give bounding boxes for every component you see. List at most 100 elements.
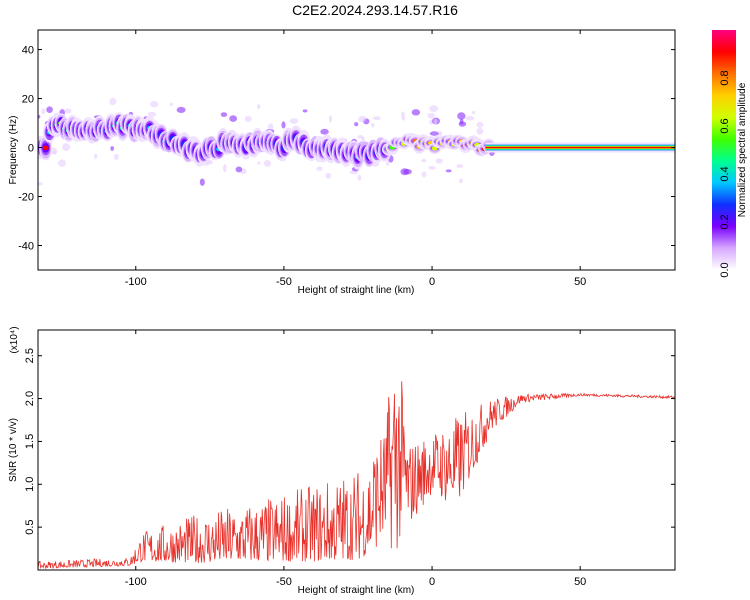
spectrogram-speckle [386, 161, 390, 166]
spectrogram-speckle [371, 122, 375, 128]
spectrogram-ylabel: Frequency (Hz) [8, 116, 19, 185]
spectrogram-speckle [403, 168, 412, 175]
spectrogram-speckle [220, 112, 228, 117]
spectrogram-speckle [433, 118, 438, 125]
snr-ticks: -100 -50 0 50 0.5 1.0 1.5 2.0 2.5 [24, 330, 675, 588]
x-tick-label: 0 [429, 276, 435, 288]
spectrogram-speckle [429, 105, 438, 113]
spectrogram-speckle [357, 174, 362, 181]
spectrogram-peak [42, 145, 49, 151]
snr-series-line [38, 381, 675, 570]
colorbar: 0.0 0.2 0.4 0.6 0.8 Normalized spectral ampl… [712, 30, 748, 278]
y-tick-label: 20 [22, 94, 34, 106]
spectrogram-speckle [435, 158, 443, 164]
spectrogram-speckle [428, 165, 436, 170]
x-tick-label: -50 [276, 576, 292, 588]
y-tick-label: -40 [18, 241, 34, 253]
spectrogram-speckle [471, 110, 476, 115]
spectrogram-speckle [41, 108, 46, 115]
spectrogram-speckle [235, 166, 243, 173]
colorbar-tick-label: 0.2 [719, 214, 731, 229]
spectrogram-speckle [169, 102, 174, 107]
spectrogram-ticks: -100 -50 0 50 -40 -20 0 20 40 [18, 30, 675, 288]
spectrogram-speckle [110, 146, 115, 151]
y-tick-label: 2.0 [24, 391, 36, 406]
spectrogram-speckle [320, 128, 329, 135]
colorbar-tick-label: 0.6 [719, 118, 731, 133]
spectrogram-speckle [457, 112, 466, 120]
x-tick-label: 50 [574, 576, 586, 588]
spectrogram-speckle [113, 153, 119, 161]
colorbar-label: Normalized spectral amplitude [737, 82, 748, 217]
spectrogram-speckle [456, 164, 464, 168]
spectrogram-band [485, 146, 675, 149]
spectrogram-speckle [316, 166, 323, 171]
spectrogram-speckle [46, 106, 53, 113]
spectrogram-speckle [358, 115, 367, 123]
spectrogram-speckle [465, 116, 475, 121]
spectrogram-speckle [354, 122, 359, 127]
spectrogram-speckle [476, 127, 484, 135]
spectrogram-speckle [256, 104, 261, 110]
spectrogram-speckle [223, 164, 227, 173]
spectrogram-speckle [150, 101, 159, 108]
y-tick-label: 40 [22, 45, 34, 57]
spectrogram-speckle [281, 121, 286, 129]
x-tick-label: -100 [125, 576, 147, 588]
spectrogram-speckle [38, 114, 41, 119]
spectrogram-speckle [199, 178, 205, 186]
spectrogram-speckle [268, 123, 274, 131]
snr-ylabel: SNR (10 * v/v) [8, 418, 19, 482]
spectrogram-speckle [94, 153, 98, 160]
spectrogram-speckle [328, 115, 333, 123]
spectrogram-speckle [257, 161, 261, 165]
colorbar-gradient [712, 30, 736, 270]
chart-title: C2E2.2024.293.14.57.R16 [292, 2, 458, 18]
spectrogram-speckle [373, 116, 381, 121]
y-tick-label: -20 [18, 192, 34, 204]
spectrogram-panel: -100 -50 0 50 -40 -20 0 20 40 Height of straight… [8, 29, 676, 296]
spectrogram-speckle [427, 112, 435, 119]
spectrogram-speckle [411, 109, 421, 116]
spectrogram-speckle [176, 106, 186, 113]
spectrogram-speckle [459, 178, 463, 184]
spectrogram-speckle [289, 118, 299, 124]
y-tick-label: 1.0 [24, 477, 36, 492]
spectrogram-xlabel: Height of straight line (km) [298, 285, 415, 296]
snr-xlabel: Height of straight line (km) [298, 585, 415, 596]
snr-multiplier: (x10⁴) [9, 326, 20, 353]
spectrogram-speckle [263, 159, 272, 167]
spectrogram-speckle [325, 172, 332, 179]
spectrogram-speckle [357, 135, 364, 139]
spectrogram-speckle [458, 121, 467, 127]
x-tick-label: -50 [276, 276, 292, 288]
spectrogram-speckle [421, 158, 427, 163]
spectrogram-speckle [436, 131, 443, 136]
spectrogram-speckle [109, 98, 117, 106]
x-tick-label: 50 [574, 276, 586, 288]
spectrogram-speckle [445, 169, 452, 173]
colorbar-tick-label: 0.0 [719, 262, 731, 277]
colorbar-tick-label: 0.4 [719, 166, 731, 181]
spectrogram-speckle [62, 143, 71, 151]
x-tick-label: -100 [125, 276, 147, 288]
spectrogram-speckle [421, 171, 427, 178]
colorbar-tick-label: 0.8 [719, 70, 731, 85]
colorbar-ticks: 0.0 0.2 0.4 0.6 0.8 [719, 70, 731, 277]
snr-frame [37, 329, 676, 571]
spectrogram-frame [37, 29, 676, 271]
y-tick-label: 0.5 [24, 519, 36, 534]
y-tick-label: 1.5 [24, 434, 36, 449]
spectrogram-speckle [429, 131, 439, 136]
y-tick-label: 0 [28, 143, 34, 155]
spectrogram-speckle [401, 116, 406, 121]
spectrogram-speckle [229, 115, 238, 122]
y-tick-label: 2.5 [24, 348, 36, 363]
spectrogram-marks [38, 98, 675, 186]
spectrogram-speckle [38, 182, 43, 186]
spectrogram-speckle [302, 109, 308, 113]
spectrogram-speckle [64, 108, 72, 114]
x-tick-label: 0 [429, 576, 435, 588]
snr-panel: -100 -50 0 50 0.5 1.0 1.5 2.0 2.5 Height of stra… [8, 326, 676, 596]
